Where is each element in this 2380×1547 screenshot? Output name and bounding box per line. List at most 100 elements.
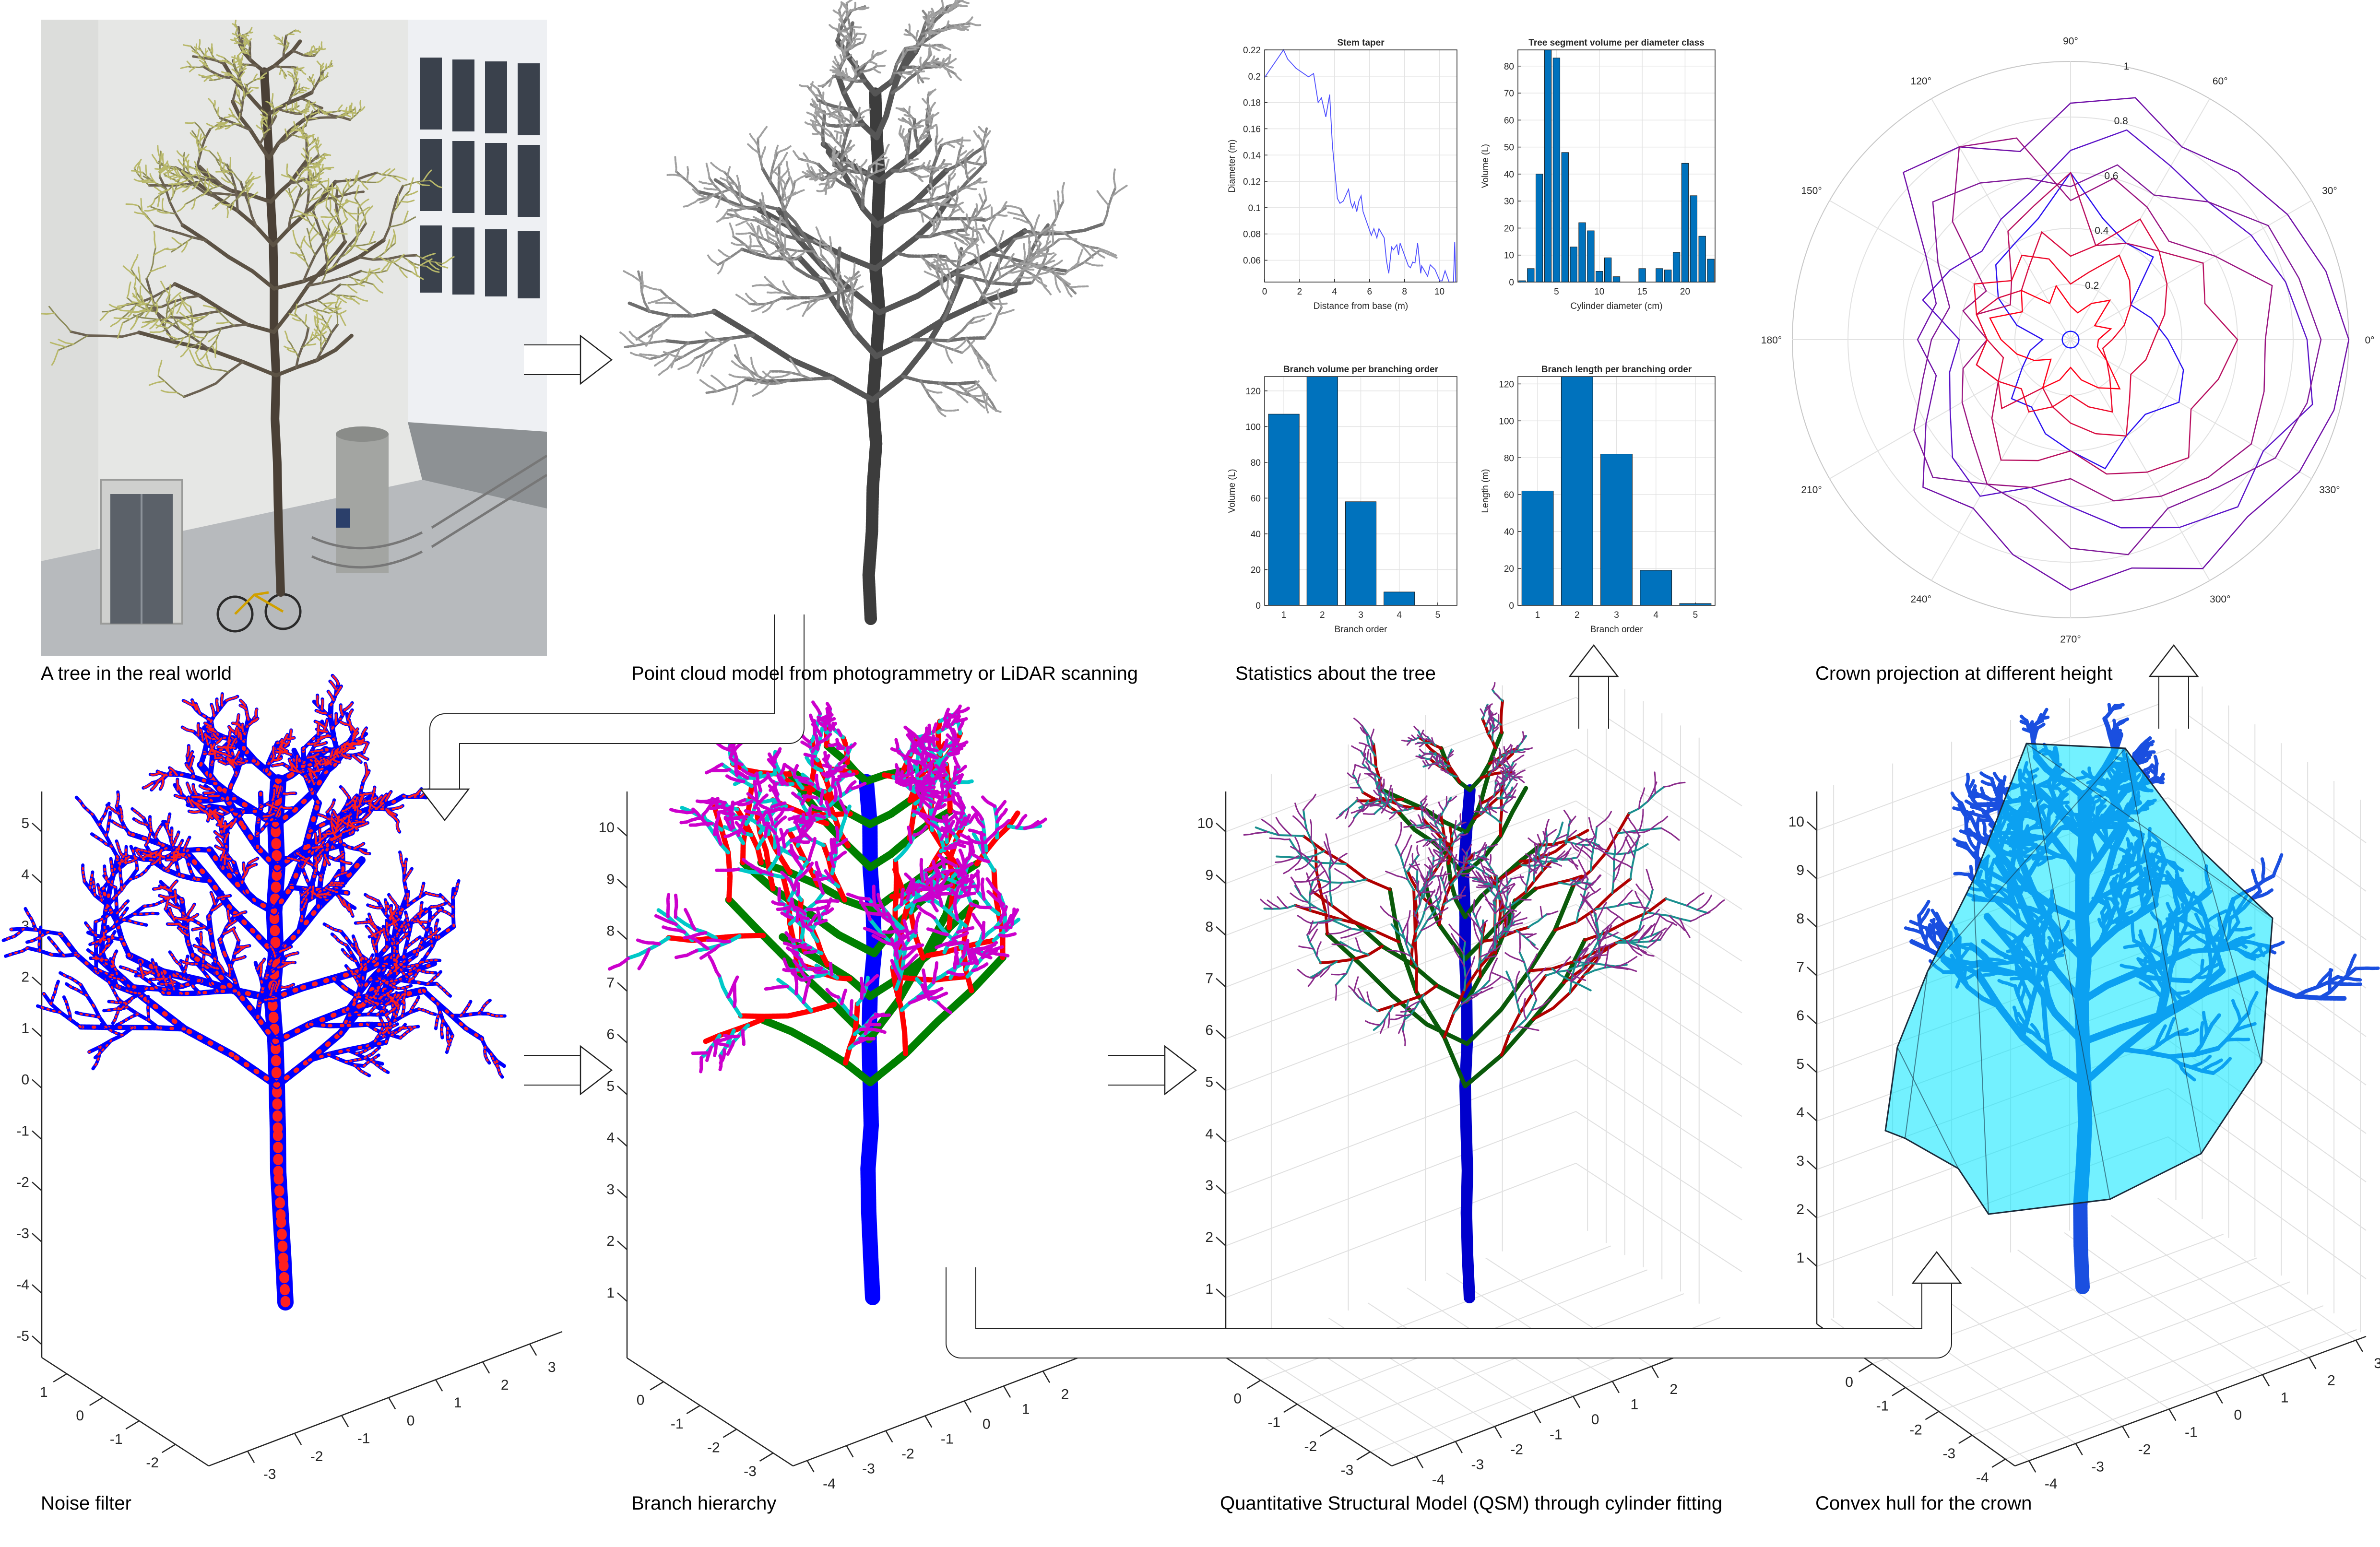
z-tick bbox=[1807, 870, 1817, 879]
theta-tick-label: 180° bbox=[1761, 335, 1782, 346]
noise-points-noise-points bbox=[267, 777, 291, 1308]
statistics-charts: 0 2 4 6 8 100.060.080.10.120.140.160.180.20.2… bbox=[1227, 38, 1716, 635]
chart-0: 0 2 4 6 8 10 0.06 0.08 0.1 0.12 0.14 0.16 0.18 0.2 0.2… bbox=[1227, 38, 1457, 311]
z-tick bbox=[617, 1189, 628, 1199]
bar bbox=[1552, 58, 1561, 283]
z-tick bbox=[1807, 1209, 1817, 1218]
z-tick bbox=[617, 1240, 628, 1251]
z-tick-label: 1 bbox=[1205, 1281, 1213, 1297]
z-tick-label: 4 bbox=[606, 1130, 615, 1146]
x-tick-label: 3 bbox=[1358, 610, 1363, 620]
x-tick-label: 5 bbox=[1435, 610, 1441, 620]
building-wall-shade bbox=[41, 20, 98, 656]
y-tick-label: 40 bbox=[1504, 170, 1514, 180]
x-tick bbox=[89, 1396, 104, 1406]
x-tick-label: -3 bbox=[1341, 1463, 1354, 1478]
photo-branch-order-4 bbox=[41, 20, 455, 393]
z-tick bbox=[617, 1292, 628, 1302]
cylinder-order-1 bbox=[1325, 730, 1587, 1088]
y-tick-label: -4 bbox=[2045, 1476, 2058, 1492]
y-tick-label: 1 bbox=[2281, 1390, 2289, 1406]
x-tick bbox=[1991, 1458, 2006, 1468]
crown-outline-series-4 bbox=[1913, 164, 2322, 555]
crown-outline-series-3 bbox=[1902, 97, 2350, 591]
x-tick-label: 0 bbox=[1845, 1374, 1853, 1390]
caption-convex-hull: Convex hull for the crown bbox=[1815, 1493, 2032, 1514]
z-tick bbox=[1807, 1257, 1817, 1267]
y-tick bbox=[1611, 1381, 1620, 1393]
x-axis bbox=[41, 1357, 209, 1467]
y-tick bbox=[2355, 1340, 2363, 1352]
floor-gridline bbox=[1333, 1293, 1684, 1429]
y-tick bbox=[2075, 1443, 2083, 1455]
arrow-body bbox=[947, 1267, 1951, 1358]
floor-gridline bbox=[2064, 1232, 2263, 1375]
y-tick-label: 0.2 bbox=[1248, 72, 1261, 82]
z-tick-label: -1 bbox=[16, 1123, 29, 1139]
bar bbox=[1604, 257, 1612, 283]
window bbox=[518, 145, 540, 217]
y-tick-label: 1 bbox=[1631, 1397, 1639, 1413]
arrow-hull-to-crown bbox=[2148, 644, 2199, 729]
z-tick-label: 9 bbox=[1205, 867, 1213, 883]
y-tick-label: 60 bbox=[1504, 116, 1514, 126]
z-tick-label: 5 bbox=[1205, 1074, 1213, 1090]
y-tick-label: 3 bbox=[2374, 1356, 2380, 1371]
x-tick bbox=[722, 1429, 737, 1438]
y-axis bbox=[208, 1331, 563, 1467]
window bbox=[420, 58, 442, 130]
building-windows bbox=[420, 58, 540, 298]
z-tick-label: 9 bbox=[1796, 862, 1804, 878]
wall-gridline bbox=[1225, 697, 1742, 832]
x-tick-label: -1 bbox=[1267, 1415, 1280, 1430]
caption-qsm: Quantitative Structural Model (QSM) thro… bbox=[1220, 1493, 1723, 1514]
y-tick bbox=[2121, 1426, 2130, 1439]
bar bbox=[1521, 491, 1554, 606]
z-tick bbox=[1216, 1081, 1226, 1091]
x-tick bbox=[125, 1420, 140, 1430]
r-tick-label: 0.4 bbox=[2095, 225, 2109, 236]
y-tick-label: 60 bbox=[1251, 494, 1261, 504]
y-axis-label: Diameter (m) bbox=[1227, 140, 1237, 193]
z-tick bbox=[32, 1130, 42, 1140]
hull-facet-edge bbox=[2026, 743, 2110, 1200]
x-tick-label: 15 bbox=[1637, 287, 1647, 297]
z-tick-label: 2 bbox=[606, 1233, 615, 1249]
bar bbox=[1536, 174, 1543, 283]
bar bbox=[1638, 268, 1646, 283]
y-tick-label: 80 bbox=[1504, 62, 1514, 72]
y-tick-label: 20 bbox=[1504, 564, 1514, 574]
y-tick-label: 0 bbox=[1591, 1412, 1599, 1428]
y-tick bbox=[1651, 1366, 1659, 1378]
z-tick-label: 6 bbox=[1796, 1008, 1804, 1024]
y-tick-label: 100 bbox=[1245, 422, 1261, 432]
hull-facet-edge bbox=[1905, 971, 1928, 1139]
axes-box bbox=[1517, 49, 1716, 283]
chart-title: Branch volume per branching order bbox=[1283, 365, 1439, 375]
y-tick-label: 40 bbox=[1504, 527, 1514, 537]
floor-gridline bbox=[1905, 1257, 2257, 1388]
bar bbox=[1656, 268, 1663, 283]
y-tick-label: -1 bbox=[2185, 1424, 2198, 1440]
chart-1: 5 10 15 20 0 10 20 30 40 50 60 70 80 Tree segment vol… bbox=[1480, 38, 1716, 311]
y-tick-label: -4 bbox=[1432, 1472, 1445, 1488]
floor-gridline bbox=[2157, 1198, 2356, 1341]
x-tick-label: -3 bbox=[1942, 1446, 1955, 1462]
wall-gridline bbox=[1225, 1007, 1742, 1143]
y-tick bbox=[435, 1379, 443, 1392]
y-tick bbox=[482, 1361, 490, 1374]
bar bbox=[1587, 230, 1595, 283]
cloud-branch-order-4 bbox=[619, 0, 1128, 417]
chart-3: 1 2 3 4 5 0 20 40 60 80 100 120 Branch length per br… bbox=[1480, 365, 1716, 635]
crown-outline-series-9 bbox=[1989, 284, 2121, 390]
y-tick-label: 50 bbox=[1504, 143, 1514, 153]
y-tick-label: -3 bbox=[263, 1466, 276, 1482]
z-tick-label: 5 bbox=[606, 1078, 615, 1094]
floor-gridline bbox=[1924, 1284, 2123, 1427]
y-tick-label: 0 bbox=[1255, 601, 1261, 611]
wall-gridline bbox=[1816, 748, 2367, 892]
window bbox=[452, 141, 474, 213]
wall-gridline bbox=[1225, 800, 1742, 936]
y-tick bbox=[846, 1445, 854, 1458]
